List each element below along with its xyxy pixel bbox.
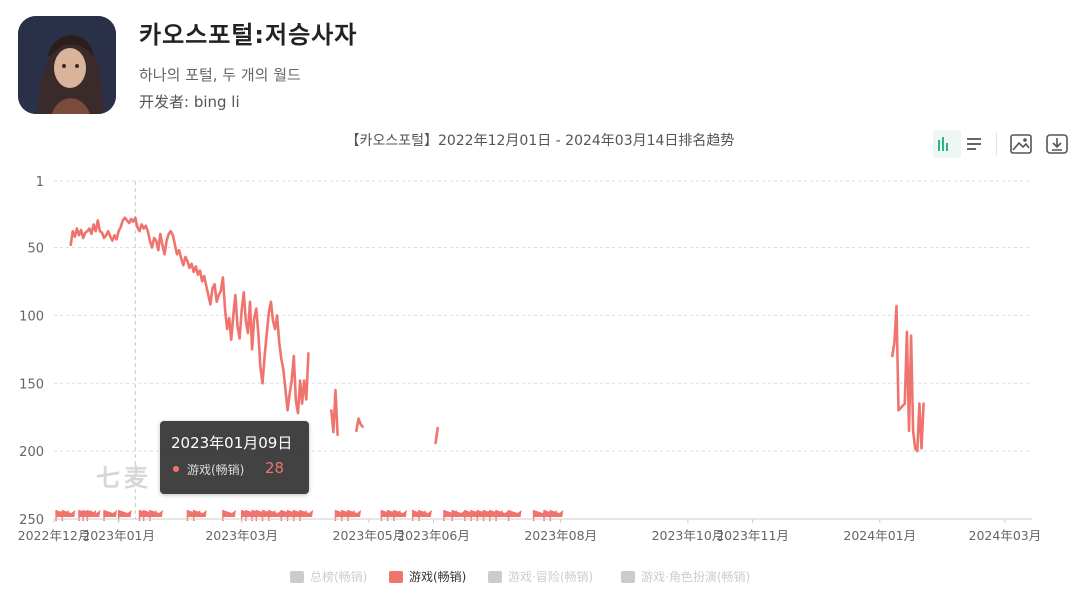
- legend-item-games-grossing[interactable]: 游戏(畅销): [389, 568, 466, 585]
- legend-swatch: [621, 570, 635, 583]
- x-tick-label: 2023年10月: [652, 528, 725, 543]
- legend-item-overall-grossing[interactable]: 总榜(畅销): [290, 568, 367, 585]
- legend-swatch: [290, 570, 304, 583]
- download-button[interactable]: [1043, 130, 1071, 158]
- y-tick-label: 100: [19, 309, 44, 324]
- x-tick-label: 2022年12月: [18, 528, 91, 543]
- legend-label: 总榜(畅销): [310, 570, 368, 584]
- legend-label: 游戏(畅销): [409, 570, 467, 584]
- x-tick-label: 2023年11月: [716, 528, 789, 543]
- legend-swatch: [488, 570, 502, 583]
- y-tick-label: 1: [36, 175, 44, 190]
- legend-item-games-adventure-grossing[interactable]: 游戏·冒险(畅销): [488, 568, 593, 585]
- toolbar-divider: [996, 132, 997, 156]
- app-subtitle: 하나의 포털, 두 개의 월드: [139, 66, 301, 84]
- list-view-toggle-button[interactable]: [960, 130, 988, 158]
- tooltip-series-dot: [173, 466, 179, 472]
- legend-label: 游戏·角色扮演(畅销): [641, 570, 751, 584]
- tooltip-value: 28: [265, 459, 285, 477]
- x-tick-label: 2023年01月: [82, 528, 155, 543]
- bar-chart-icon: [938, 137, 948, 151]
- image-icon: [1010, 134, 1032, 154]
- legend-item-games-rpg-grossing[interactable]: 游戏·角色扮演(畅销): [621, 568, 750, 585]
- x-tick-label: 2023年08月: [524, 528, 597, 543]
- download-icon: [1046, 134, 1068, 154]
- series-line-segment: [355, 417, 364, 433]
- character-portrait-icon: [18, 16, 116, 114]
- list-icon: [967, 138, 981, 150]
- app-title: 카오스포털:저승사자: [139, 21, 358, 49]
- developer-label: 开发者: bing li: [139, 93, 240, 111]
- chart-legend: 总榜(畅销) 游戏(畅销) 游戏·冒险(畅销) 游戏·角色扮演(畅销): [0, 568, 1080, 588]
- y-tick-label: 50: [27, 242, 44, 257]
- legend-label: 游戏·冒险(畅销): [508, 570, 594, 584]
- x-tick-label: 2024年03月: [969, 528, 1042, 543]
- tooltip-series-name: 游戏(畅销): [187, 463, 245, 477]
- legend-swatch: [389, 570, 403, 583]
- series-line-segment: [69, 216, 310, 415]
- series-line-segment: [330, 388, 339, 437]
- save-image-button[interactable]: [1007, 130, 1035, 158]
- series-line-segment: [891, 304, 925, 453]
- y-tick-label: 150: [19, 377, 44, 392]
- tooltip-date: 2023年01月09日: [171, 434, 293, 452]
- x-tick-label: 2024年01月: [843, 528, 916, 543]
- chart-tooltip: 2023年01月09日 游戏(畅销) 28: [160, 421, 309, 494]
- chart-view-toggle-button[interactable]: [933, 130, 961, 158]
- app-icon: [18, 16, 116, 114]
- watermark: 七麦: [96, 464, 152, 492]
- series-line-segment: [434, 426, 439, 445]
- x-tick-label: 2023年06月: [397, 528, 470, 543]
- x-tick-label: 2023年03月: [205, 528, 278, 543]
- y-tick-label: 200: [19, 445, 44, 460]
- y-tick-label: 250: [19, 513, 44, 528]
- x-tick-label: 2023年05月: [333, 528, 406, 543]
- chart-title: 【카오스포털】2022年12月01日 - 2024年03月14日排名趋势: [345, 133, 735, 149]
